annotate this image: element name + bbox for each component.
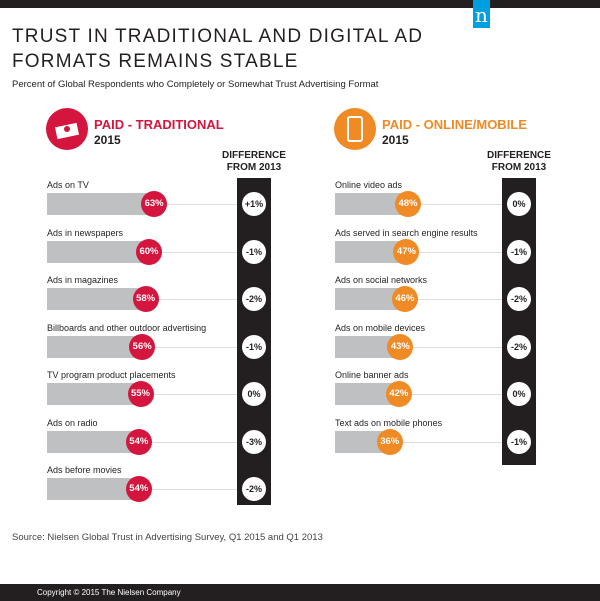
source-note: Source: Nielsen Global Trust in Advertis…	[12, 532, 323, 543]
difference-label: -1%	[507, 429, 531, 454]
connector-line	[407, 204, 502, 205]
bar	[335, 193, 408, 215]
copyright-footer: Copyright © 2015 The Nielsen Company	[0, 584, 600, 601]
category-label: Billboards and other outdoor advertising	[47, 322, 207, 333]
connector-line	[149, 251, 237, 253]
connector-line	[406, 251, 502, 253]
bar	[47, 430, 139, 453]
connector-line	[138, 489, 237, 490]
bar	[47, 335, 143, 358]
page-title: TRUST IN TRADITIONAL AND DIGITAL AD FORM…	[12, 26, 424, 72]
connector-line	[145, 299, 237, 300]
bar	[335, 288, 405, 310]
difference-label: -1%	[242, 239, 266, 264]
category-label: Ads on TV	[47, 180, 89, 190]
value-label: 54%	[125, 428, 152, 455]
bar	[335, 430, 390, 453]
nielsen-logo: n	[473, 0, 490, 28]
difference-label: -2%	[507, 287, 531, 311]
bar	[335, 383, 399, 405]
connector-line	[142, 346, 237, 348]
value-label: 54%	[125, 476, 152, 502]
bar	[47, 288, 146, 310]
bar	[47, 193, 155, 215]
difference-label: -1%	[507, 239, 531, 264]
value-label: 42%	[385, 381, 412, 407]
difference-label: -3%	[242, 429, 266, 454]
difference-header: DIFFERENCE FROM 2013	[222, 150, 286, 173]
difference-label: 0%	[507, 382, 531, 406]
bar	[47, 383, 141, 405]
category-label: Ads in newspapers	[47, 227, 124, 238]
top-bar	[0, 0, 600, 8]
bar	[335, 240, 407, 263]
difference-column	[502, 178, 536, 465]
difference-label: 0%	[507, 192, 531, 216]
subtitle: Percent of Global Respondents who Comple…	[12, 79, 379, 90]
value-label: 47%	[393, 238, 420, 265]
connector-line	[140, 394, 237, 395]
category-label: Ads served in search engine results	[335, 227, 478, 238]
money-icon	[46, 108, 88, 150]
value-label: 55%	[127, 381, 154, 407]
value-label: 46%	[391, 286, 418, 312]
category-label: Online banner ads	[335, 370, 409, 380]
category-label: Ads on radio	[47, 417, 98, 428]
difference-label: -2%	[242, 477, 266, 501]
bar	[47, 478, 139, 500]
value-label: 43%	[387, 333, 414, 360]
bar	[335, 335, 401, 358]
connector-line	[138, 441, 237, 443]
category-label: Online video ads	[335, 180, 403, 190]
panel-title: PAID - TRADITIONAL	[94, 117, 224, 132]
mobile-phone-icon	[334, 108, 376, 150]
connector-line	[154, 204, 237, 205]
difference-header: DIFFERENCE FROM 2013	[487, 150, 551, 173]
category-label: Ads in magazines	[47, 275, 119, 285]
bar	[47, 240, 149, 263]
connector-line	[404, 299, 502, 300]
value-label: 48%	[394, 191, 421, 217]
connector-line	[389, 441, 502, 443]
category-label: Text ads on mobile phones	[335, 417, 443, 428]
category-label: TV program product placements	[47, 370, 176, 380]
panel-year: 2015	[94, 133, 121, 147]
value-label: 58%	[132, 286, 159, 312]
connector-line	[400, 346, 502, 348]
difference-label: +1%	[242, 192, 266, 216]
difference-label: -1%	[242, 334, 266, 359]
difference-label: -2%	[242, 287, 266, 311]
difference-label: -2%	[507, 334, 531, 359]
value-label: 56%	[129, 333, 156, 360]
value-label: 63%	[141, 191, 168, 217]
category-label: Ads before movies	[47, 465, 122, 475]
connector-line	[398, 394, 502, 395]
panel-title: PAID - ONLINE/MOBILE	[382, 117, 527, 132]
category-label: Ads on mobile devices	[335, 322, 426, 333]
value-label: 36%	[376, 428, 403, 455]
category-label: Ads on social networks	[335, 275, 428, 285]
difference-label: 0%	[242, 382, 266, 406]
value-label: 60%	[136, 238, 162, 265]
panel-year: 2015	[382, 133, 409, 147]
